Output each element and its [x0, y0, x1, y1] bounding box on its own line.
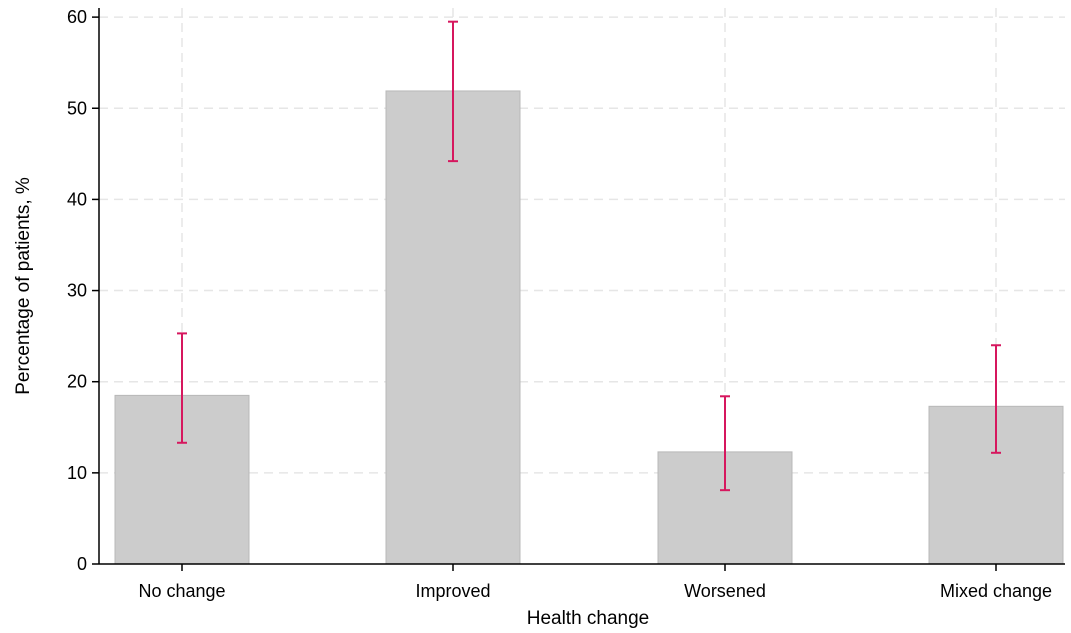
- x-ticks: No change Improved Worsened Mixed change: [138, 564, 1052, 601]
- y-axis-title: Percentage of patients, %: [13, 177, 34, 395]
- x-tick-label: Mixed change: [940, 581, 1052, 601]
- x-tick-label: Improved: [415, 581, 490, 601]
- x-axis-title: Health change: [527, 608, 650, 629]
- x-tick-label: Worsened: [684, 581, 766, 601]
- y-tick-label: 60: [67, 7, 87, 27]
- y-ticks: 0 10 20 30 40 50 60: [67, 7, 99, 574]
- y-tick-label: 0: [77, 554, 87, 574]
- bars: [114, 90, 1064, 565]
- y-tick-label: 40: [67, 189, 87, 209]
- error-bars: [177, 20, 1001, 492]
- bar: [385, 90, 521, 565]
- y-tick-label: 20: [67, 372, 87, 392]
- x-tick-label: No change: [138, 581, 225, 601]
- y-tick-label: 50: [67, 98, 87, 118]
- y-tick-label: 10: [67, 463, 87, 483]
- y-tick-label: 30: [67, 281, 87, 301]
- axes: [98, 8, 1065, 565]
